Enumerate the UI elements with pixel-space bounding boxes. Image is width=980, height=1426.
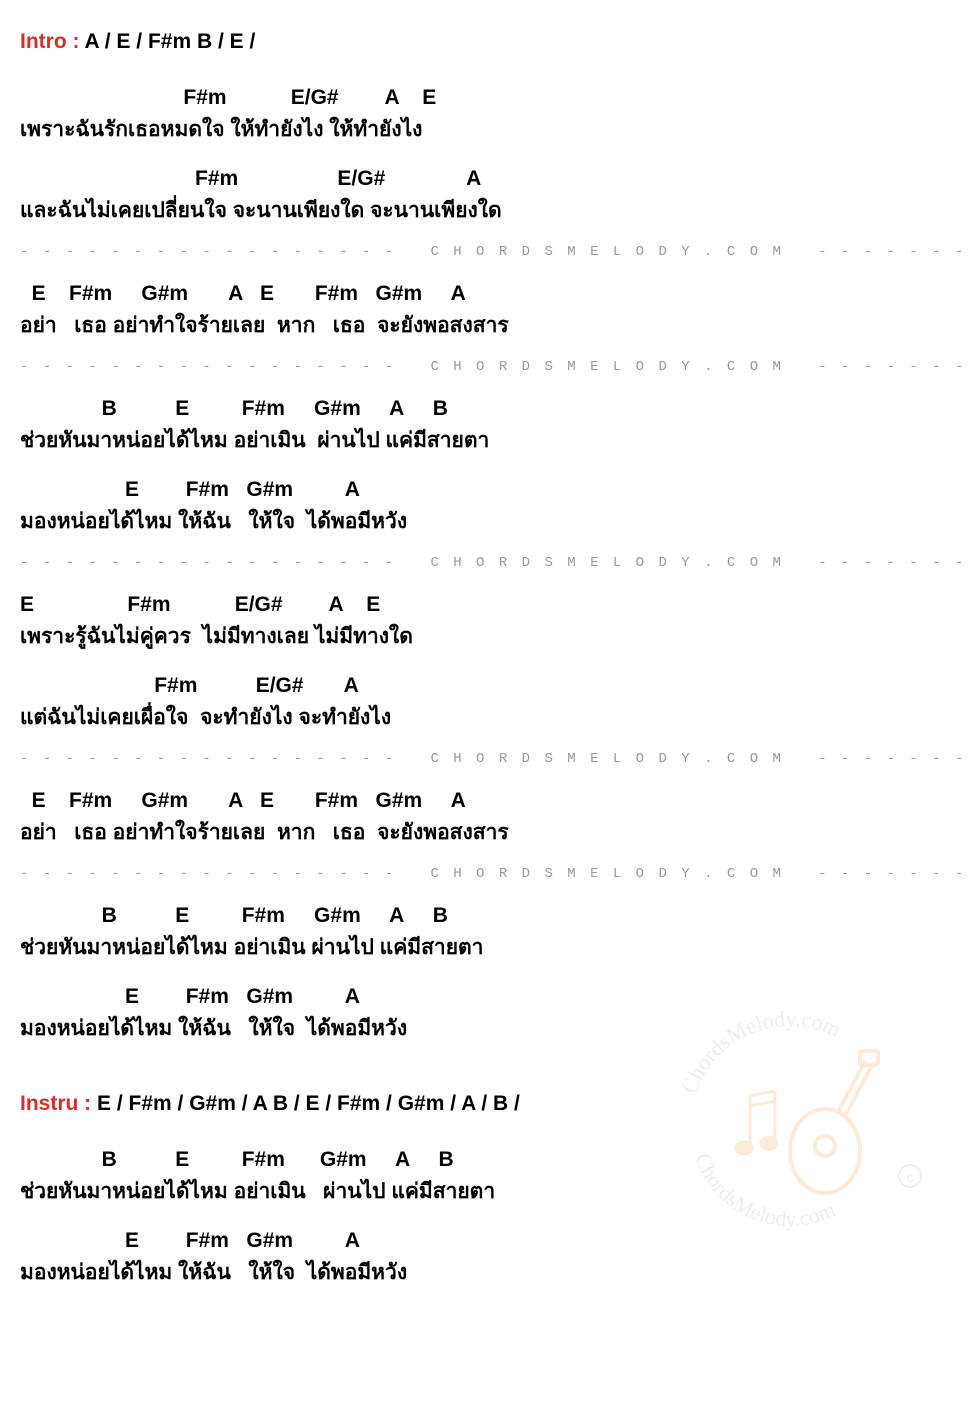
- chord-line: B E F#m G#m A B: [20, 900, 960, 932]
- lyric-line: มองหน่อยได้ไหม ให้ฉัน ให้ใจ ได้พอมีหวัง: [20, 1257, 960, 1289]
- chord-lyric-pair: B E F#m G#m A Bช่วยหันมาหน่อยได้ไหม อย่า…: [20, 900, 960, 963]
- section-divider: - - - - - - - - - - - - - - - - - C H O …: [20, 751, 960, 767]
- chord-lyric-pair: F#m E/G# Aและฉันไม่เคยเปลี่ยนใจ จะนานเพี…: [20, 163, 960, 226]
- chord-lyric-pair: E F#m G#m A E F#m G#m Aอย่า เธอ อย่าทำใจ…: [20, 278, 960, 341]
- chord-line: E F#m G#m A: [20, 474, 960, 506]
- chord-lyric-pair: B E F#m G#m A Bช่วยหันมาหน่อยได้ไหม อย่า…: [20, 393, 960, 456]
- chord-lyric-pair: F#m E/G# Aแต่ฉันไม่เคยเผื่อใจ จะทำยังไง …: [20, 670, 960, 733]
- chord-line: E F#m G#m A E F#m G#m A: [20, 785, 960, 817]
- chord-lyric-pair: E F#m G#m A E F#m G#m Aอย่า เธอ อย่าทำใจ…: [20, 785, 960, 848]
- lyric-line: ช่วยหันมาหน่อยได้ไหม อย่าเมิน ผ่านไป แค่…: [20, 932, 960, 964]
- intro-line: Intro : A / E / F#m B / E /: [20, 30, 960, 54]
- lyric-line: ช่วยหันมาหน่อยได้ไหม อย่าเมิน ผ่านไป แค่…: [20, 425, 960, 457]
- lyric-line: อย่า เธอ อย่าทำใจร้ายเลย หาก เธอ จะยังพอ…: [20, 817, 960, 849]
- chord-line: F#m E/G# A: [20, 163, 960, 195]
- lyric-line: และฉันไม่เคยเปลี่ยนใจ จะนานเพียงใด จะนาน…: [20, 195, 960, 227]
- lyric-line: เพราะรู้ฉันไม่คู่ควร ไม่มีทางเลย ไม่มีทา…: [20, 621, 960, 653]
- chord-lyric-pair: E F#m G#m Aมองหน่อยได้ไหม ให้ฉัน ให้ใจ ไ…: [20, 1225, 960, 1288]
- intro-label: Intro :: [20, 30, 79, 53]
- chord-lyric-pair: B E F#m G#m A Bช่วยหันมาหน่อยได้ไหม อย่า…: [20, 1144, 960, 1207]
- chord-sheet-content: F#m E/G# A Eเพราะฉันรักเธอหมดใจ ให้ทำยัง…: [20, 82, 960, 1288]
- chord-line: F#m E/G# A: [20, 670, 960, 702]
- chord-line: E F#m G#m A E F#m G#m A: [20, 278, 960, 310]
- chord-lyric-pair: E F#m G#m Aมองหน่อยได้ไหม ให้ฉัน ให้ใจ ไ…: [20, 474, 960, 537]
- chord-lyric-pair: E F#m G#m Aมองหน่อยได้ไหม ให้ฉัน ให้ใจ ไ…: [20, 981, 960, 1044]
- instru-line: Instru : E / F#m / G#m / A B / E / F#m /…: [20, 1092, 960, 1116]
- chord-line: E F#m E/G# A E: [20, 589, 960, 621]
- lyric-line: อย่า เธอ อย่าทำใจร้ายเลย หาก เธอ จะยังพอ…: [20, 310, 960, 342]
- lyric-line: เพราะฉันรักเธอหมดใจ ให้ทำยังไง ให้ทำยังไ…: [20, 114, 960, 146]
- chord-line: F#m E/G# A E: [20, 82, 960, 114]
- chord-line: B E F#m G#m A B: [20, 393, 960, 425]
- lyric-line: ช่วยหันมาหน่อยได้ไหม อย่าเมิน ผ่านไป แค่…: [20, 1176, 960, 1208]
- instru-label: Instru :: [20, 1092, 91, 1115]
- section-divider: - - - - - - - - - - - - - - - - - C H O …: [20, 244, 960, 260]
- chord-line: B E F#m G#m A B: [20, 1144, 960, 1176]
- section-divider: - - - - - - - - - - - - - - - - - C H O …: [20, 359, 960, 375]
- section-divider: - - - - - - - - - - - - - - - - - C H O …: [20, 866, 960, 882]
- section-divider: - - - - - - - - - - - - - - - - - C H O …: [20, 555, 960, 571]
- chord-line: E F#m G#m A: [20, 1225, 960, 1257]
- chord-lyric-pair: F#m E/G# A Eเพราะฉันรักเธอหมดใจ ให้ทำยัง…: [20, 82, 960, 145]
- lyric-line: มองหน่อยได้ไหม ให้ฉัน ให้ใจ ได้พอมีหวัง: [20, 506, 960, 538]
- instru-chords: E / F#m / G#m / A B / E / F#m / G#m / A …: [91, 1092, 520, 1115]
- chord-lyric-pair: E F#m E/G# A Eเพราะรู้ฉันไม่คู่ควร ไม่มี…: [20, 589, 960, 652]
- chord-line: E F#m G#m A: [20, 981, 960, 1013]
- lyric-line: แต่ฉันไม่เคยเผื่อใจ จะทำยังไง จะทำยังไง: [20, 702, 960, 734]
- intro-chords: A / E / F#m B / E /: [79, 30, 255, 53]
- lyric-line: มองหน่อยได้ไหม ให้ฉัน ให้ใจ ได้พอมีหวัง: [20, 1013, 960, 1045]
